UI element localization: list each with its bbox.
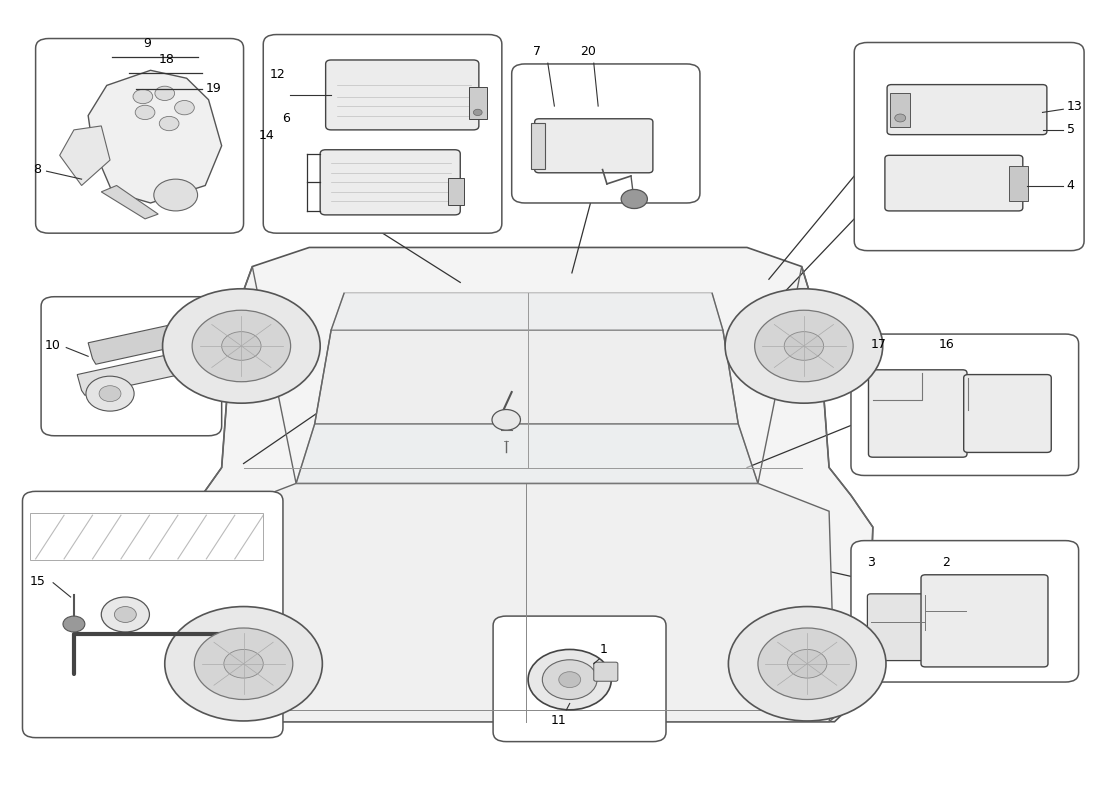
Circle shape [758,628,857,699]
Text: a passion for parts since 1985: a passion for parts since 1985 [449,519,727,611]
Text: 14: 14 [258,129,274,142]
FancyBboxPatch shape [41,297,222,436]
Text: 4: 4 [1067,179,1075,192]
Text: 6: 6 [282,112,289,126]
Text: 19: 19 [206,82,221,95]
Polygon shape [331,293,723,330]
Circle shape [559,672,581,687]
FancyBboxPatch shape [512,64,700,203]
Text: 10: 10 [44,339,60,353]
Circle shape [195,628,293,699]
Text: 15: 15 [30,574,46,588]
Polygon shape [180,247,873,722]
Circle shape [728,606,886,721]
FancyBboxPatch shape [887,85,1047,134]
FancyBboxPatch shape [448,178,463,206]
Circle shape [192,310,290,382]
FancyBboxPatch shape [263,34,502,233]
Circle shape [788,650,827,678]
FancyBboxPatch shape [964,374,1052,453]
Circle shape [224,650,263,678]
FancyBboxPatch shape [35,38,243,233]
Polygon shape [101,186,158,219]
Circle shape [165,606,322,721]
Circle shape [86,376,134,411]
Text: 12: 12 [270,68,285,81]
FancyBboxPatch shape [493,616,666,742]
Polygon shape [315,330,738,424]
FancyBboxPatch shape [851,334,1079,475]
FancyBboxPatch shape [890,94,910,126]
Circle shape [155,86,175,101]
Polygon shape [220,483,835,722]
Circle shape [725,289,882,403]
FancyBboxPatch shape [921,574,1048,667]
FancyBboxPatch shape [22,491,283,738]
Text: 16: 16 [938,338,955,350]
Polygon shape [77,354,183,395]
Circle shape [163,289,320,403]
Polygon shape [59,126,110,186]
Polygon shape [88,70,222,203]
Circle shape [135,106,155,119]
Text: 11: 11 [551,714,566,727]
Circle shape [894,114,905,122]
Circle shape [755,310,854,382]
FancyBboxPatch shape [320,150,460,215]
Circle shape [63,616,85,632]
FancyBboxPatch shape [531,122,544,169]
Text: 13: 13 [1067,99,1082,113]
Text: 2: 2 [942,556,949,570]
Circle shape [473,110,482,115]
Text: 8: 8 [33,163,42,176]
Circle shape [542,660,597,699]
Circle shape [528,650,612,710]
Text: 20: 20 [581,46,596,58]
FancyBboxPatch shape [851,541,1079,682]
FancyBboxPatch shape [535,118,653,173]
Circle shape [133,90,153,104]
Text: 18: 18 [160,54,175,66]
Circle shape [621,190,648,209]
Text: 17: 17 [871,338,887,350]
FancyBboxPatch shape [855,42,1085,250]
Circle shape [154,179,198,211]
Circle shape [492,410,520,430]
Text: 7: 7 [532,46,541,58]
Text: 5: 5 [1067,123,1075,136]
FancyBboxPatch shape [469,87,486,118]
FancyBboxPatch shape [868,594,928,661]
FancyBboxPatch shape [884,155,1023,211]
FancyBboxPatch shape [1009,166,1028,201]
Text: elconcesionario: elconcesionario [522,359,840,393]
Text: 9: 9 [143,38,151,50]
FancyBboxPatch shape [326,60,478,130]
Circle shape [222,332,261,360]
Text: 3: 3 [868,556,876,570]
Circle shape [101,597,150,632]
FancyBboxPatch shape [869,370,967,457]
Text: 1: 1 [600,643,607,656]
Circle shape [784,332,824,360]
Circle shape [160,116,179,130]
Circle shape [175,101,195,114]
Circle shape [114,606,136,622]
FancyBboxPatch shape [594,662,618,682]
Circle shape [99,386,121,402]
Polygon shape [88,324,189,364]
Polygon shape [296,424,758,483]
